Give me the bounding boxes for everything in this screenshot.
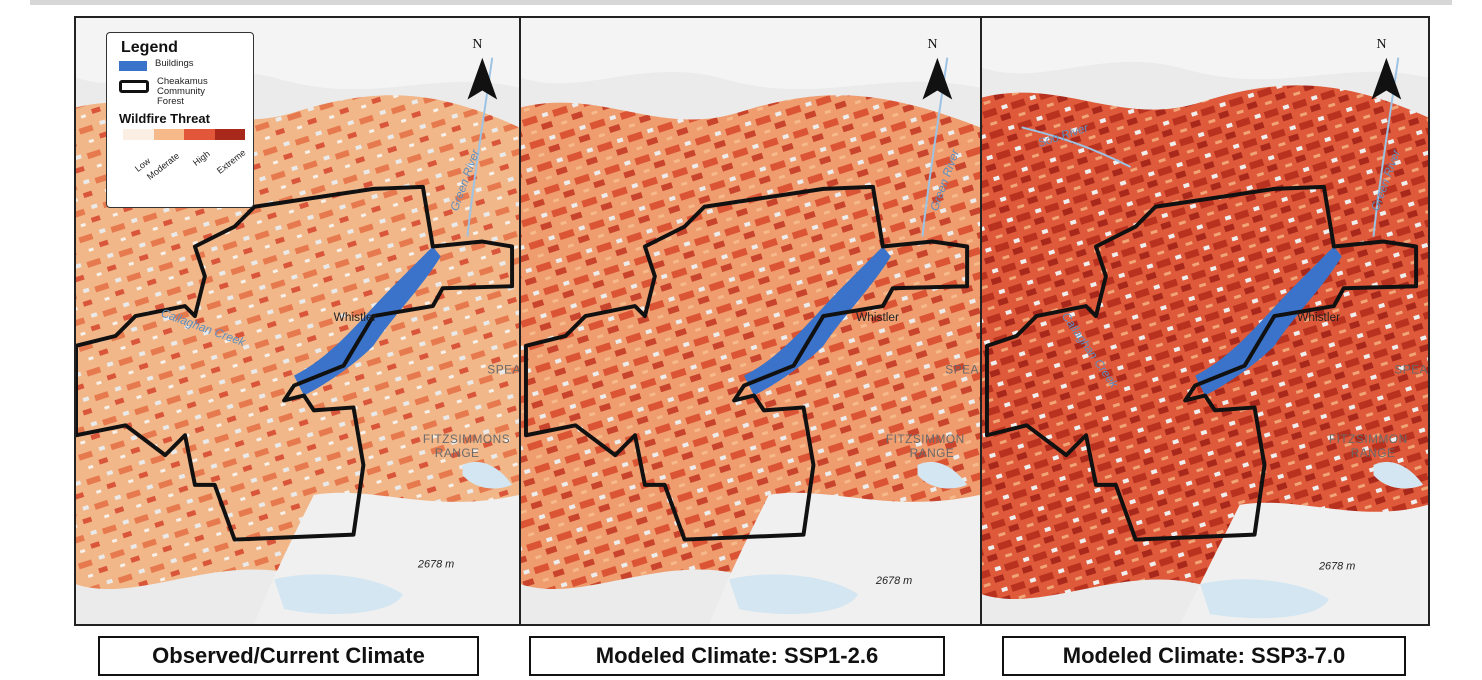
- range-label-a: SPEA: [1394, 363, 1428, 377]
- buildings-label: Buildings: [155, 58, 194, 69]
- elevation-label: 2678 m: [875, 575, 912, 587]
- range-label-a: SPEA: [945, 363, 979, 377]
- class-label-moderate: Moderate: [145, 150, 182, 182]
- map-legend: Legend Buildings Cheakamus Community For…: [106, 32, 254, 208]
- svg-text:N: N: [472, 37, 482, 52]
- legend-item-boundary: Cheakamus Community Forest: [119, 77, 245, 107]
- buildings-area: [1195, 246, 1342, 396]
- range-label-c: RANGE: [910, 446, 955, 460]
- buildings-swatch: [119, 61, 147, 71]
- community-forest-boundary: [984, 184, 1419, 542]
- map-ssp1: Whistler Green River SPEA FITZSIMMON RAN…: [521, 18, 980, 624]
- map-panel-observed: Whistler Callaghan Creek Green River SPE…: [74, 16, 521, 626]
- caption-observed: Observed/Current Climate: [98, 636, 479, 676]
- top-rule: [30, 0, 1452, 5]
- town-label: Whistler: [334, 310, 377, 324]
- map-observed: Whistler Callaghan Creek Green River SPE…: [76, 18, 519, 624]
- north-arrow-icon: N: [1371, 37, 1402, 100]
- community-forest-boundary: [76, 184, 515, 542]
- threat-color-ramp: [123, 129, 245, 140]
- range-label-b: FITZSIMMON: [1329, 432, 1408, 446]
- threat-class-labels: Low Moderate High Extreme: [119, 140, 248, 182]
- buildings-area: [744, 246, 891, 396]
- caption-ssp3: Modeled Climate: SSP3-7.0: [1002, 636, 1406, 676]
- ramp-high: [184, 129, 215, 140]
- fire-threat-terrain: [521, 95, 980, 590]
- range-label-b: FITZSIMMON: [886, 432, 965, 446]
- range-label-b: FITZSIMMONS: [423, 432, 510, 446]
- fire-threat-terrain: [76, 95, 519, 590]
- threat-title: Wildfire Threat: [119, 111, 210, 126]
- svg-text:N: N: [1376, 37, 1386, 52]
- class-label-high: High: [191, 148, 212, 168]
- svg-text:N: N: [927, 37, 937, 52]
- north-arrow-icon: N: [467, 37, 498, 100]
- range-label-c: RANGE: [435, 446, 480, 460]
- range-label-c: RANGE: [1351, 446, 1396, 460]
- range-label-a: SPEAR: [487, 363, 519, 377]
- ramp-moderate: [153, 129, 184, 140]
- town-label: Whistler: [1297, 310, 1340, 324]
- class-label-extreme: Extreme: [215, 147, 248, 176]
- community-forest-boundary: [523, 184, 970, 542]
- caption-ssp1: Modeled Climate: SSP1-2.6: [529, 636, 945, 676]
- boundary-swatch: [119, 80, 149, 93]
- map-panel-ssp3: Whistler Callaghan Creek Green River Soo…: [980, 16, 1430, 626]
- town-label: Whistler: [856, 310, 899, 324]
- north-arrow-icon: N: [922, 37, 953, 100]
- buildings-area: [294, 246, 441, 396]
- legend-title: Legend: [121, 39, 178, 56]
- boundary-label: Cheakamus Community Forest: [157, 76, 208, 107]
- ramp-extreme: [214, 129, 245, 140]
- legend-item-buildings: Buildings: [119, 59, 245, 71]
- map-panel-ssp1: Whistler Green River SPEA FITZSIMMON RAN…: [519, 16, 982, 626]
- map-ssp3: Whistler Callaghan Creek Green River Soo…: [982, 18, 1428, 624]
- elevation-label: 2678 m: [1318, 560, 1355, 572]
- ramp-low: [123, 129, 154, 140]
- elevation-label: 2678 m: [417, 558, 454, 570]
